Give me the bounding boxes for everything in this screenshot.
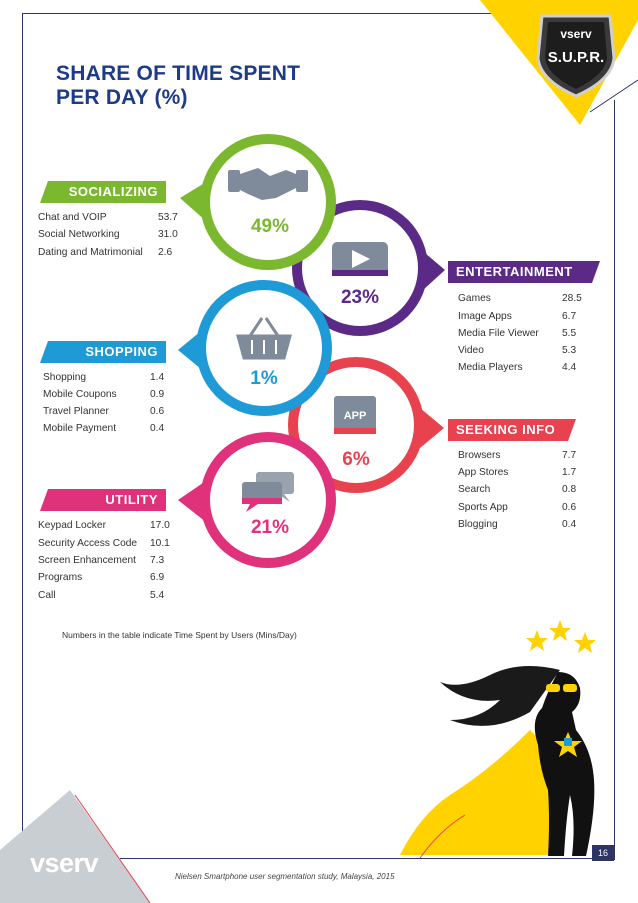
shopping-label: SHOPPING	[85, 344, 158, 359]
row-value: 5.4	[150, 590, 165, 601]
row-value: 6.7	[562, 311, 577, 322]
play-video-icon	[332, 242, 388, 276]
row-label: Shopping	[43, 372, 87, 383]
page-title: SHARE OF TIME SPENT PER DAY (%)	[56, 62, 386, 110]
seeking-info-label: SEEKING INFO	[456, 422, 556, 437]
frame-bottom-line	[120, 858, 614, 859]
row-value: 7.7	[562, 450, 577, 461]
row-value: 0.4	[562, 519, 577, 530]
row-label: Chat and VOIP	[38, 212, 107, 223]
row-label: Search	[458, 484, 491, 495]
entertainment-label: ENTERTAINMENT	[456, 264, 573, 279]
row-label: Travel Planner	[43, 406, 109, 417]
utility-label: UTILITY	[105, 492, 158, 507]
frame-top-line	[22, 13, 492, 14]
star-icon	[549, 620, 571, 641]
seeking-info-banner: SEEKING INFO	[448, 419, 576, 441]
row-label: Games	[458, 293, 491, 304]
socializing-banner: SOCIALIZING	[40, 181, 166, 203]
row-value: 7.3	[150, 555, 165, 566]
row-value: 1.4	[150, 372, 165, 383]
badge-brand: vserv	[560, 27, 592, 41]
star-icon	[574, 632, 596, 653]
row-label: Keypad Locker	[38, 520, 106, 531]
utility-banner: UTILITY	[40, 489, 166, 511]
star-icon	[526, 630, 548, 651]
row-value: 0.8	[562, 484, 577, 495]
row-value: 6.9	[150, 572, 165, 583]
row-value: 1.7	[562, 467, 577, 478]
row-value: 5.3	[562, 345, 577, 356]
row-label: App Stores	[458, 467, 509, 478]
row-label: Browsers	[458, 450, 501, 461]
shopping-percent: 1%	[250, 368, 278, 389]
row-label: Dating and Matrimonial	[38, 247, 143, 258]
row-label: Video	[458, 345, 484, 356]
frame-left-line	[22, 13, 23, 858]
row-label: Media File Viewer	[458, 328, 539, 339]
row-label: Mobile Payment	[43, 423, 117, 434]
row-label: Blogging	[458, 519, 498, 530]
app-icon: APP	[334, 396, 376, 434]
row-value: 0.4	[150, 423, 165, 434]
row-value: 28.5	[562, 293, 582, 304]
table-note: Numbers in the table indicate Time Spent…	[62, 630, 297, 640]
socializing-circle	[180, 134, 336, 270]
badge-name: S.U.P.R.	[548, 49, 604, 66]
row-label: Screen Enhancement	[38, 555, 136, 566]
entertainment-banner: ENTERTAINMENT	[448, 261, 600, 283]
row-value: 0.9	[150, 389, 165, 400]
logo-text: vserv	[30, 848, 99, 878]
superhero-illustration	[400, 620, 596, 858]
row-value: 17.0	[150, 520, 170, 531]
row-label: Programs	[38, 572, 83, 583]
handshake-icon	[228, 168, 308, 200]
title-line-1: SHARE OF TIME SPENT	[56, 62, 301, 85]
row-label: Social Networking	[38, 229, 120, 240]
source-footnote: Nielsen Smartphone user segmentation stu…	[175, 872, 395, 881]
row-value: 0.6	[562, 502, 577, 513]
row-label: Security Access Code	[38, 538, 138, 549]
chat-bubbles-icon	[242, 472, 294, 512]
corner-triangle	[0, 790, 151, 903]
row-value: 53.7	[158, 212, 178, 223]
utility-percent: 21%	[251, 517, 289, 538]
row-label: Media Players	[458, 362, 523, 373]
shopping-basket-icon	[236, 317, 292, 360]
row-value: 5.5	[562, 328, 577, 339]
row-value: 0.6	[150, 406, 165, 417]
row-label: Mobile Coupons	[43, 389, 117, 400]
row-value: 2.6	[158, 247, 173, 258]
app-icon-label: APP	[344, 410, 367, 422]
row-label: Call	[38, 590, 56, 601]
seeking-info-percent: 6%	[342, 449, 370, 470]
row-value: 10.1	[150, 538, 170, 549]
supr-shield-icon: vserv S.U.P.R.	[536, 14, 616, 98]
row-label: Sports App	[458, 502, 508, 513]
row-value: 31.0	[158, 229, 178, 240]
vserv-logo: vserv	[30, 848, 99, 879]
shopping-banner: SHOPPING	[40, 341, 166, 363]
row-label: Image Apps	[458, 311, 512, 322]
title-line-2: PER DAY (%)	[56, 86, 188, 109]
entertainment-percent: 23%	[341, 287, 379, 308]
frame-right-line	[614, 100, 615, 860]
row-value: 4.4	[562, 362, 577, 373]
page-number: 16	[592, 845, 614, 861]
socializing-label: SOCIALIZING	[68, 184, 158, 199]
socializing-percent: 49%	[251, 216, 289, 237]
